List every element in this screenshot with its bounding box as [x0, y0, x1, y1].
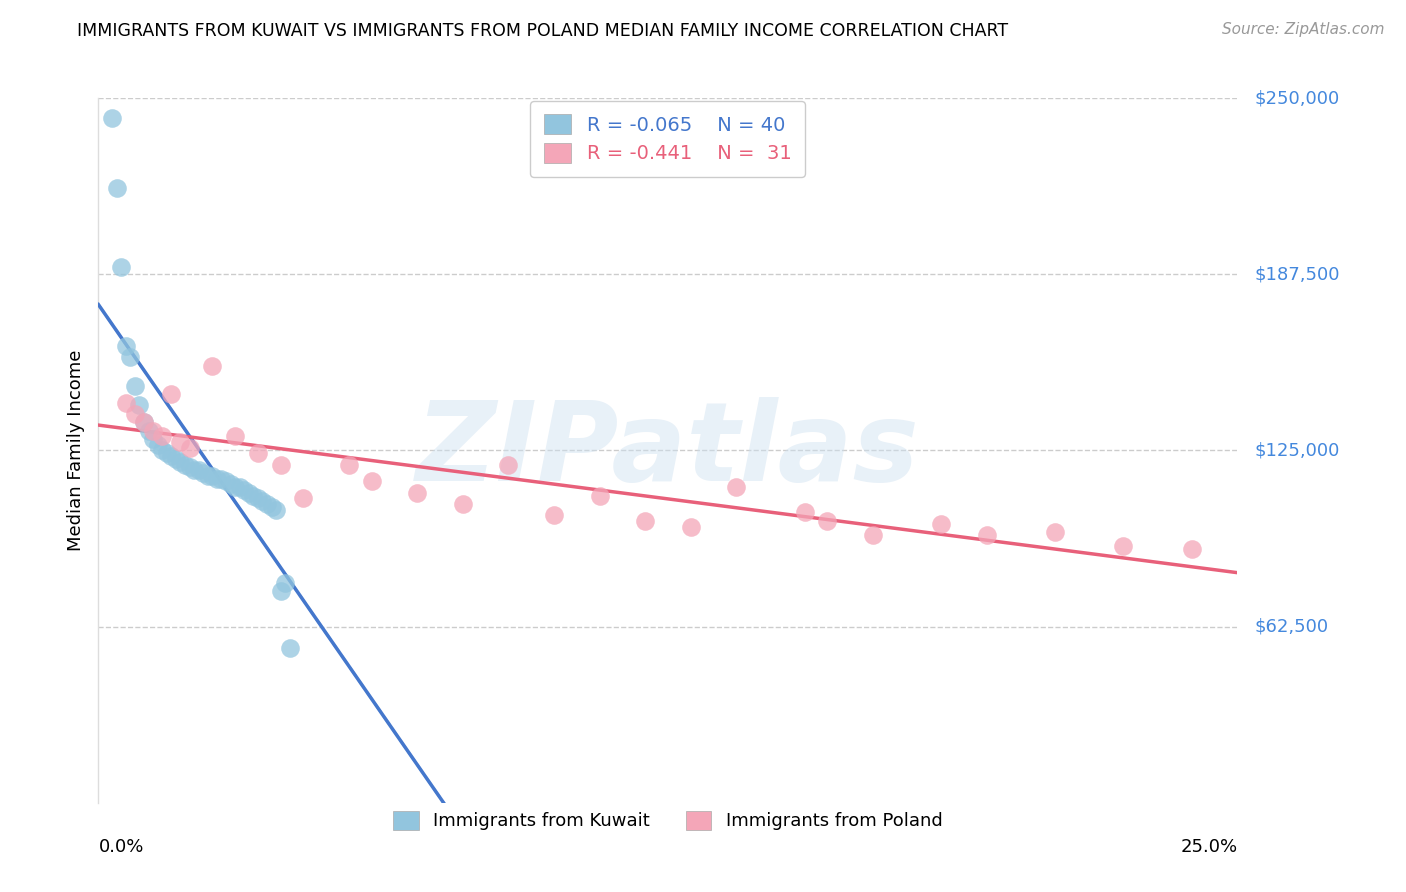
Point	[228, 480, 250, 494]
Point	[256, 497, 278, 511]
Text: Source: ZipAtlas.com: Source: ZipAtlas.com	[1222, 22, 1385, 37]
Point	[146, 438, 169, 452]
Point	[160, 449, 183, 463]
Point	[793, 506, 815, 520]
Point	[114, 395, 136, 409]
Point	[150, 443, 173, 458]
Point	[270, 584, 292, 599]
Point	[150, 429, 173, 443]
Point	[252, 494, 274, 508]
Point	[110, 260, 132, 275]
Point	[138, 424, 160, 438]
Text: IMMIGRANTS FROM KUWAIT VS IMMIGRANTS FROM POLAND MEDIAN FAMILY INCOME CORRELATIO: IMMIGRANTS FROM KUWAIT VS IMMIGRANTS FRO…	[77, 22, 1008, 40]
Point	[132, 415, 155, 429]
Point	[183, 463, 205, 477]
Point	[543, 508, 565, 523]
Text: $125,000: $125,000	[1254, 442, 1340, 459]
Point	[179, 460, 201, 475]
Point	[238, 485, 260, 500]
Point	[201, 468, 224, 483]
Point	[169, 455, 191, 469]
Text: $187,500: $187,500	[1254, 265, 1340, 284]
Point	[679, 519, 702, 533]
Point	[264, 502, 287, 516]
Point	[215, 475, 238, 489]
Point	[179, 441, 201, 455]
Point	[219, 477, 242, 491]
Point	[246, 446, 269, 460]
Point	[120, 351, 142, 365]
Point	[105, 181, 128, 195]
Point	[498, 458, 520, 472]
Point	[929, 516, 952, 531]
Point	[165, 451, 187, 466]
Point	[224, 480, 246, 494]
Point	[160, 387, 183, 401]
Point	[124, 378, 146, 392]
Point	[205, 472, 228, 486]
Point	[209, 472, 232, 486]
Point	[1112, 539, 1135, 553]
Point	[274, 576, 297, 591]
Y-axis label: Median Family Income: Median Family Income	[66, 350, 84, 551]
Point	[1181, 542, 1204, 557]
Point	[114, 339, 136, 353]
Point	[588, 489, 610, 503]
Point	[156, 446, 179, 460]
Point	[242, 489, 264, 503]
Point	[169, 435, 191, 450]
Point	[132, 415, 155, 429]
Point	[292, 491, 315, 506]
Point	[187, 463, 209, 477]
Legend: Immigrants from Kuwait, Immigrants from Poland: Immigrants from Kuwait, Immigrants from …	[381, 798, 955, 843]
Point	[360, 475, 382, 489]
Point	[976, 528, 998, 542]
Point	[634, 514, 657, 528]
Point	[1043, 525, 1066, 540]
Point	[101, 111, 124, 125]
Text: $250,000: $250,000	[1254, 89, 1340, 107]
Text: 25.0%: 25.0%	[1180, 838, 1237, 856]
Point	[725, 480, 748, 494]
Point	[201, 359, 224, 373]
Point	[197, 468, 219, 483]
Point	[246, 491, 269, 506]
Point	[174, 458, 197, 472]
Point	[224, 429, 246, 443]
Point	[270, 458, 292, 472]
Point	[278, 640, 301, 655]
Point	[815, 514, 838, 528]
Point	[128, 398, 150, 412]
Text: 0.0%: 0.0%	[98, 838, 143, 856]
Point	[451, 497, 474, 511]
Point	[142, 424, 165, 438]
Point	[142, 432, 165, 446]
Text: ZIPatlas: ZIPatlas	[416, 397, 920, 504]
Point	[193, 466, 215, 480]
Point	[233, 483, 256, 497]
Point	[862, 528, 884, 542]
Point	[337, 458, 360, 472]
Point	[260, 500, 283, 514]
Point	[406, 485, 429, 500]
Point	[124, 407, 146, 421]
Text: $62,500: $62,500	[1254, 617, 1329, 636]
